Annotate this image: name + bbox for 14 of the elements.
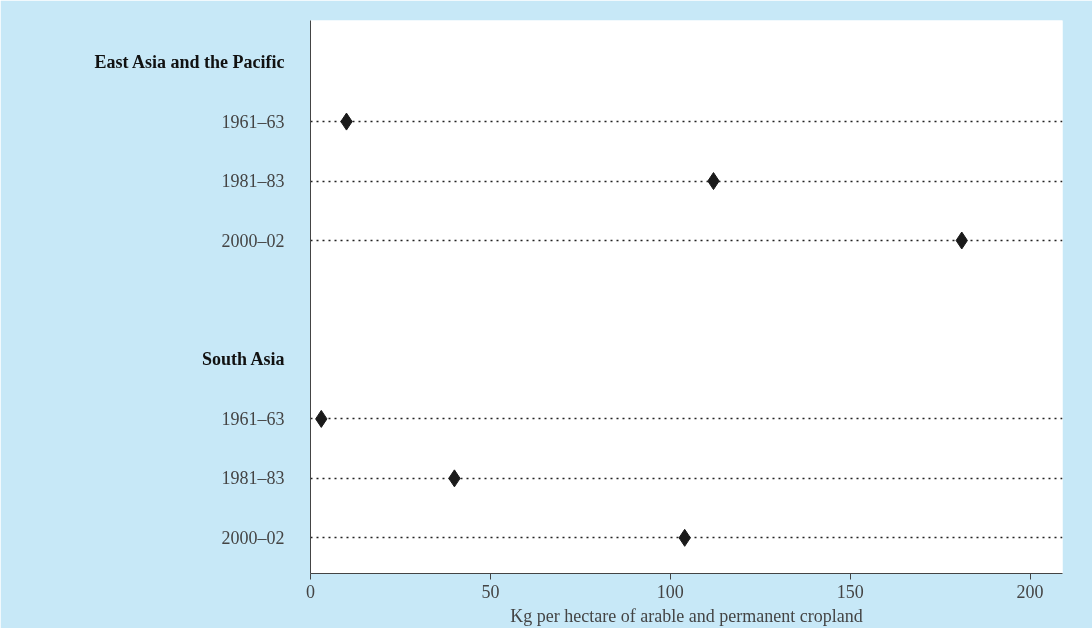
y-tick-label: South Asia	[201, 349, 285, 370]
x-tick-label: 0	[306, 581, 315, 602]
y-tick-label: 1961–63	[221, 111, 285, 132]
x-tick-label: 100	[656, 581, 684, 602]
x-tick-label: 150	[836, 581, 864, 602]
y-tick-label: 2000–02	[221, 230, 285, 251]
y-tick-label: East Asia and the Pacific	[94, 52, 285, 73]
y-tick-label: 1981–83	[221, 468, 285, 489]
x-tick-label: 200	[1016, 581, 1044, 602]
x-axis-title: Kg per hectare of arable and permanent cropland	[510, 605, 863, 626]
y-tick-label: 1961–63	[221, 408, 285, 429]
y-tick-label: 1981–83	[221, 171, 285, 192]
y-tick-label: 2000–02	[221, 527, 285, 548]
x-tick-label: 50	[481, 581, 500, 602]
